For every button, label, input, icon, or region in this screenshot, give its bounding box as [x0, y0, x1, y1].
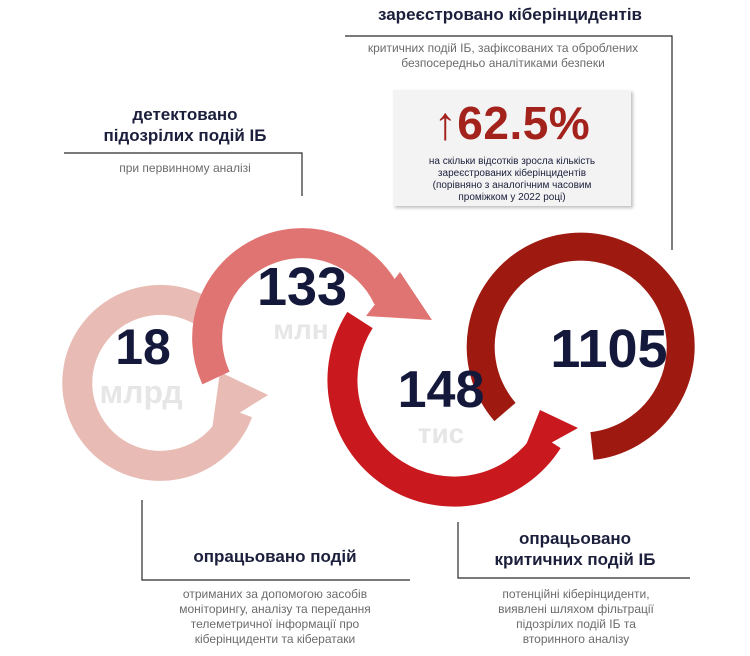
cycle-arc-4: [466, 232, 695, 460]
cycle-arrow-1: [62, 284, 268, 481]
processed-events-line-2: моніторингу, аналізу та передання: [179, 602, 371, 616]
processed-critical-title-line2: критичних подій ІБ: [494, 550, 656, 569]
cycle-arrowhead-2: [366, 272, 432, 320]
circle-4-value: 1105: [550, 319, 668, 379]
arrow-up-icon: ↑: [433, 97, 458, 149]
growth-stat-caption: на скільки відсотків зросла кількість за…: [411, 156, 613, 204]
growth-percent: 62.5%: [457, 97, 591, 149]
processed-events-line-4: кіберінциденти та кібератаки: [194, 632, 356, 646]
circle-2-value: 133: [256, 257, 348, 317]
cycle-arrow-2: [192, 228, 432, 385]
connector-detected: [64, 152, 303, 196]
detected-description: при первинному аналізі: [119, 161, 251, 175]
cycle-arrow-4: [466, 232, 695, 460]
circle-3-unit: тис: [417, 418, 465, 449]
processed-critical-line-1: потенційні кіберінциденти,: [502, 587, 650, 601]
growth-stat-box: ↑62.5% на скільки відсотків зросла кільк…: [393, 90, 631, 206]
detected-title: детектовано підозрілих подій ІБ: [70, 104, 300, 146]
growth-caption-sub: (порівняно з аналогічним часовим проміжк…: [432, 180, 592, 203]
cycle-arrowhead-1: [212, 372, 268, 430]
processed-events-title: опрацьовано подій: [193, 547, 357, 566]
cycle-arc-2: [192, 228, 402, 385]
connector-lines: [64, 35, 690, 581]
detected-title-line1: детектовано: [132, 105, 238, 124]
circle-1-unit: млрд: [99, 374, 183, 410]
processed-critical-line-2: виявлені шляхом фільтрації: [498, 602, 654, 616]
processed-critical-title-line1: опрацьовано: [518, 529, 632, 548]
detected-title-line2: підозрілих подій ІБ: [103, 126, 267, 145]
processed-events-line-1: отриманих за допомогою засобів: [182, 587, 368, 601]
processed-critical-line-3: підозрілих подій ІБ та: [516, 617, 636, 631]
processed-critical-description: потенційні кіберінциденти, виявлені шлях…: [468, 587, 684, 647]
cycle-arc-1: [62, 284, 253, 481]
processed-events-line-3: телеметричної інформації про: [190, 617, 360, 631]
circle-3-value: 148: [397, 361, 485, 419]
connector-processed-critical: [457, 522, 690, 579]
circle-1-value: 18: [115, 319, 171, 375]
growth-caption-main: на скільки відсотків зросла кількість за…: [428, 156, 596, 179]
cycle-arrow-3: [327, 311, 578, 507]
connector-processed-events: [141, 500, 410, 581]
registered-title: зареєстровано кіберінцидентів: [378, 5, 642, 24]
cycle-arrowhead-3: [520, 410, 578, 460]
registered-description: критичних подій ІБ, зафіксованих та обро…: [367, 41, 639, 70]
processed-critical-title: опрацьовано критичних подій ІБ: [470, 528, 680, 570]
circle-2-unit: млн: [273, 314, 329, 345]
processed-events-description: отриманих за допомогою засобів моніторин…: [150, 587, 400, 647]
cycle-arc-3: [327, 311, 561, 507]
connector-registered: [345, 35, 673, 250]
processed-critical-line-4: вторинного аналізу: [522, 632, 630, 646]
growth-stat-value: ↑62.5%: [393, 96, 631, 150]
